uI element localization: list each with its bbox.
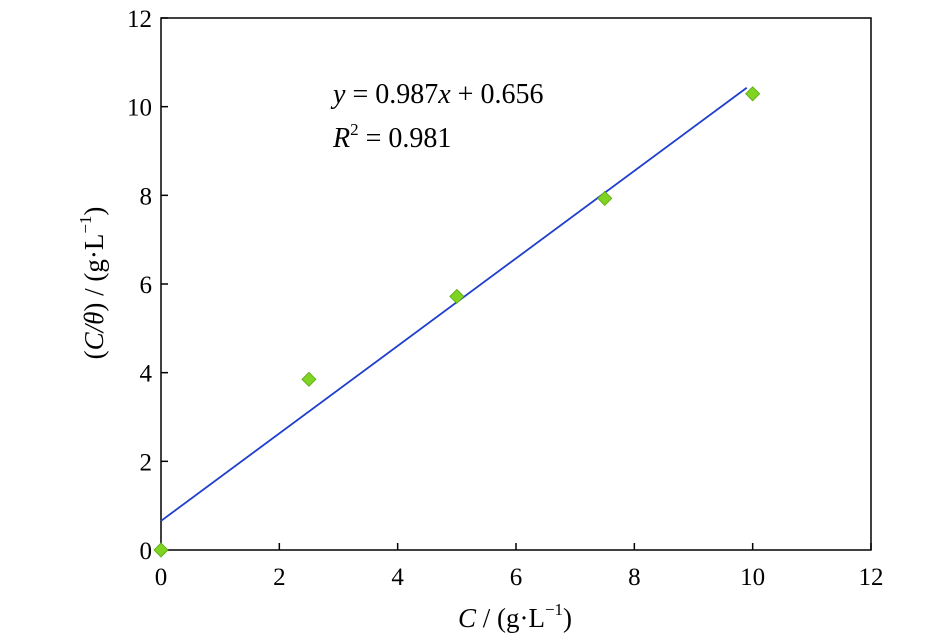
data-point <box>301 371 317 387</box>
x-tick-label: 8 <box>628 564 641 591</box>
data-point <box>449 288 465 304</box>
y-tick-label: 10 <box>127 95 152 122</box>
x-tick-label: 6 <box>510 564 523 591</box>
y-tick-label: 12 <box>127 6 152 33</box>
data-point <box>597 190 613 207</box>
equation-annotation: y = 0.987x + 0.656 <box>330 79 543 110</box>
fit-line-group <box>160 86 748 522</box>
data-points <box>153 86 761 558</box>
y-tick-label: 4 <box>140 361 153 388</box>
x-tick-label: 0 <box>155 564 168 591</box>
x-tick-label: 12 <box>859 564 884 591</box>
data-point <box>745 86 761 102</box>
data-point <box>153 542 169 558</box>
x-axis-label: C / (g·L−1) <box>458 600 572 633</box>
r-squared-annotation: R2 = 0.981 <box>332 120 451 154</box>
y-tick-label: 0 <box>140 538 153 565</box>
y-tick-label: 2 <box>140 449 153 476</box>
x-tick-label: 4 <box>391 564 404 591</box>
y-tick-label: 8 <box>140 183 153 210</box>
y-tick-label: 6 <box>140 272 153 299</box>
fit-line <box>160 86 748 522</box>
y-axis-label: (C/θ) / (g·L−1) <box>76 207 109 360</box>
x-tick-label: 10 <box>740 564 765 591</box>
x-tick-label: 2 <box>273 564 286 591</box>
